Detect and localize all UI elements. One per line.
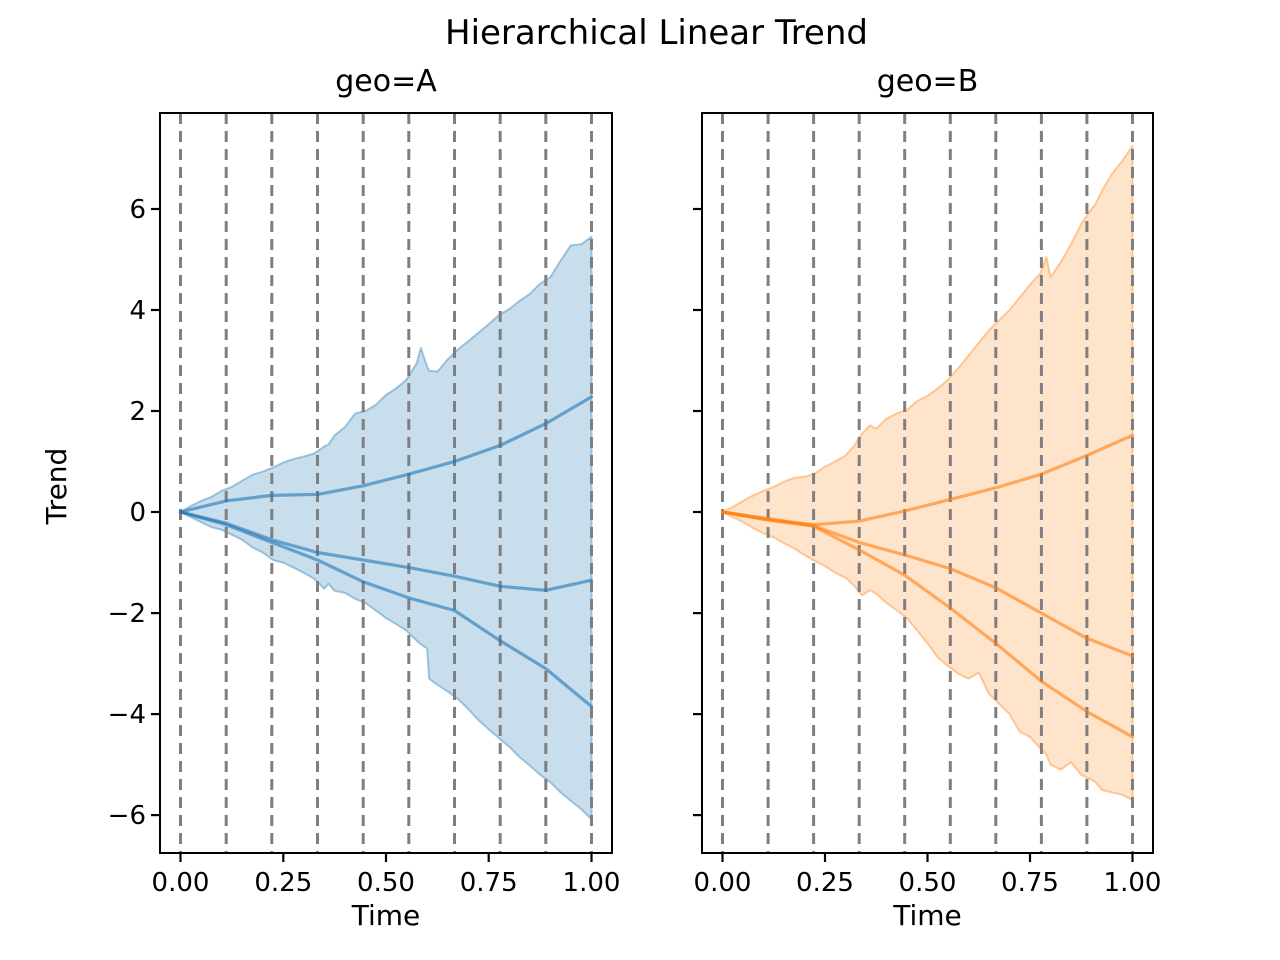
plot-svg-0: 0.00 0.25 0.50 0.75 1.00 −6 −4 −2 0 2 4 6 <box>108 112 621 898</box>
y-tick-label: −2 <box>108 599 146 629</box>
x-tick-label: 0.00 <box>152 868 210 898</box>
x-tick-label: 0.00 <box>694 868 752 898</box>
hdi-band <box>721 144 1134 801</box>
y-tick-label: 2 <box>129 397 146 427</box>
subplot-title-geo-b: geo=B <box>876 64 979 99</box>
x-axis-label-geo-b: Time <box>893 899 962 932</box>
figure-suptitle: Hierarchical Linear Trend <box>445 13 868 53</box>
x-axis-label-geo-a: Time <box>351 899 421 932</box>
x-tick-label: 1.00 <box>1104 868 1162 898</box>
x-tick-label: 0.75 <box>1001 868 1059 898</box>
x-tick-label: 1.00 <box>563 868 621 898</box>
plot-svg-1: 0.00 0.25 0.50 0.75 1.00 <box>693 112 1162 898</box>
trend-sample-1 <box>178 395 594 514</box>
x-tick-label: 0.50 <box>899 868 957 898</box>
x-tick-label: 0.75 <box>460 868 518 898</box>
trend-sample-3 <box>178 510 594 709</box>
x-tick-label: 0.25 <box>796 868 854 898</box>
y-tick-label: −4 <box>108 700 146 730</box>
y-tick-label: 6 <box>129 195 146 225</box>
y-tick-label: 0 <box>129 498 146 528</box>
y-axis-label: Trend <box>40 447 73 525</box>
x-tick-label: 0.25 <box>254 868 312 898</box>
y-tick-label: −6 <box>108 801 146 831</box>
x-tick-label: 0.50 <box>357 868 415 898</box>
subplot-title-geo-a: geo=A <box>335 64 437 99</box>
trend-sample-3 <box>720 510 1135 739</box>
trend-sample-2 <box>178 510 594 592</box>
y-tick-label: 4 <box>129 296 146 326</box>
